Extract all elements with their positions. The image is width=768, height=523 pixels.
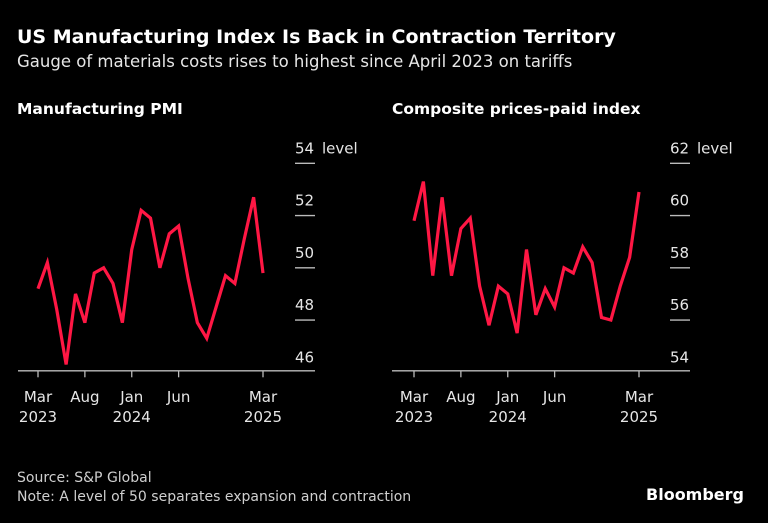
left-ytick-label: 46 — [295, 348, 314, 366]
left-xtick-month: Mar — [249, 388, 278, 406]
left-xtick-month: Jan — [119, 388, 143, 406]
left-ytick-label: 52 — [295, 192, 314, 210]
right-xtick-month: Jan — [495, 388, 519, 406]
left-chart-title: Manufacturing PMI — [17, 100, 183, 118]
right-xtick-month: Aug — [446, 388, 475, 406]
subtitle: Gauge of materials costs rises to highes… — [17, 52, 573, 71]
right-chart-title: Composite prices-paid index — [392, 100, 641, 118]
left-ytick-label: 48 — [295, 296, 314, 314]
right-xtick-year: 2024 — [489, 408, 527, 426]
right-xtick-month: Jun — [542, 388, 566, 406]
right-ytick-label: 54 — [670, 348, 689, 366]
right-ytick-label: 56 — [670, 296, 689, 314]
left-ytick-label: 50 — [295, 244, 314, 262]
right-xtick-month: Mar — [400, 388, 429, 406]
footnote: Note: A level of 50 separates expansion … — [17, 489, 412, 505]
page-title: US Manufacturing Index Is Back in Contra… — [17, 26, 616, 48]
right-xtick-year: 2023 — [395, 408, 433, 426]
right-series-line — [412, 181, 641, 334]
left-xtick-month: Aug — [70, 388, 99, 406]
right-xtick-month: Mar — [625, 388, 654, 406]
left-xtick-month: Mar — [24, 388, 53, 406]
right-ytick-label: 62 — [670, 139, 689, 157]
left-unit-label: level — [322, 139, 358, 157]
left-xtick-year: 2024 — [113, 408, 151, 426]
right-ytick-label: 60 — [670, 192, 689, 210]
left-xtick-year: 2025 — [244, 408, 282, 426]
right-ytick-label: 58 — [670, 244, 689, 262]
right-xtick-year: 2025 — [620, 408, 658, 426]
left-series-line — [36, 196, 265, 365]
bloomberg-logo: Bloomberg — [646, 485, 744, 504]
left-xtick-month: Jun — [166, 388, 190, 406]
left-xtick-year: 2023 — [19, 408, 57, 426]
source-note: Source: S&P Global — [17, 470, 152, 486]
left-ytick-label: 54 — [295, 139, 314, 157]
right-unit-label: level — [697, 139, 733, 157]
